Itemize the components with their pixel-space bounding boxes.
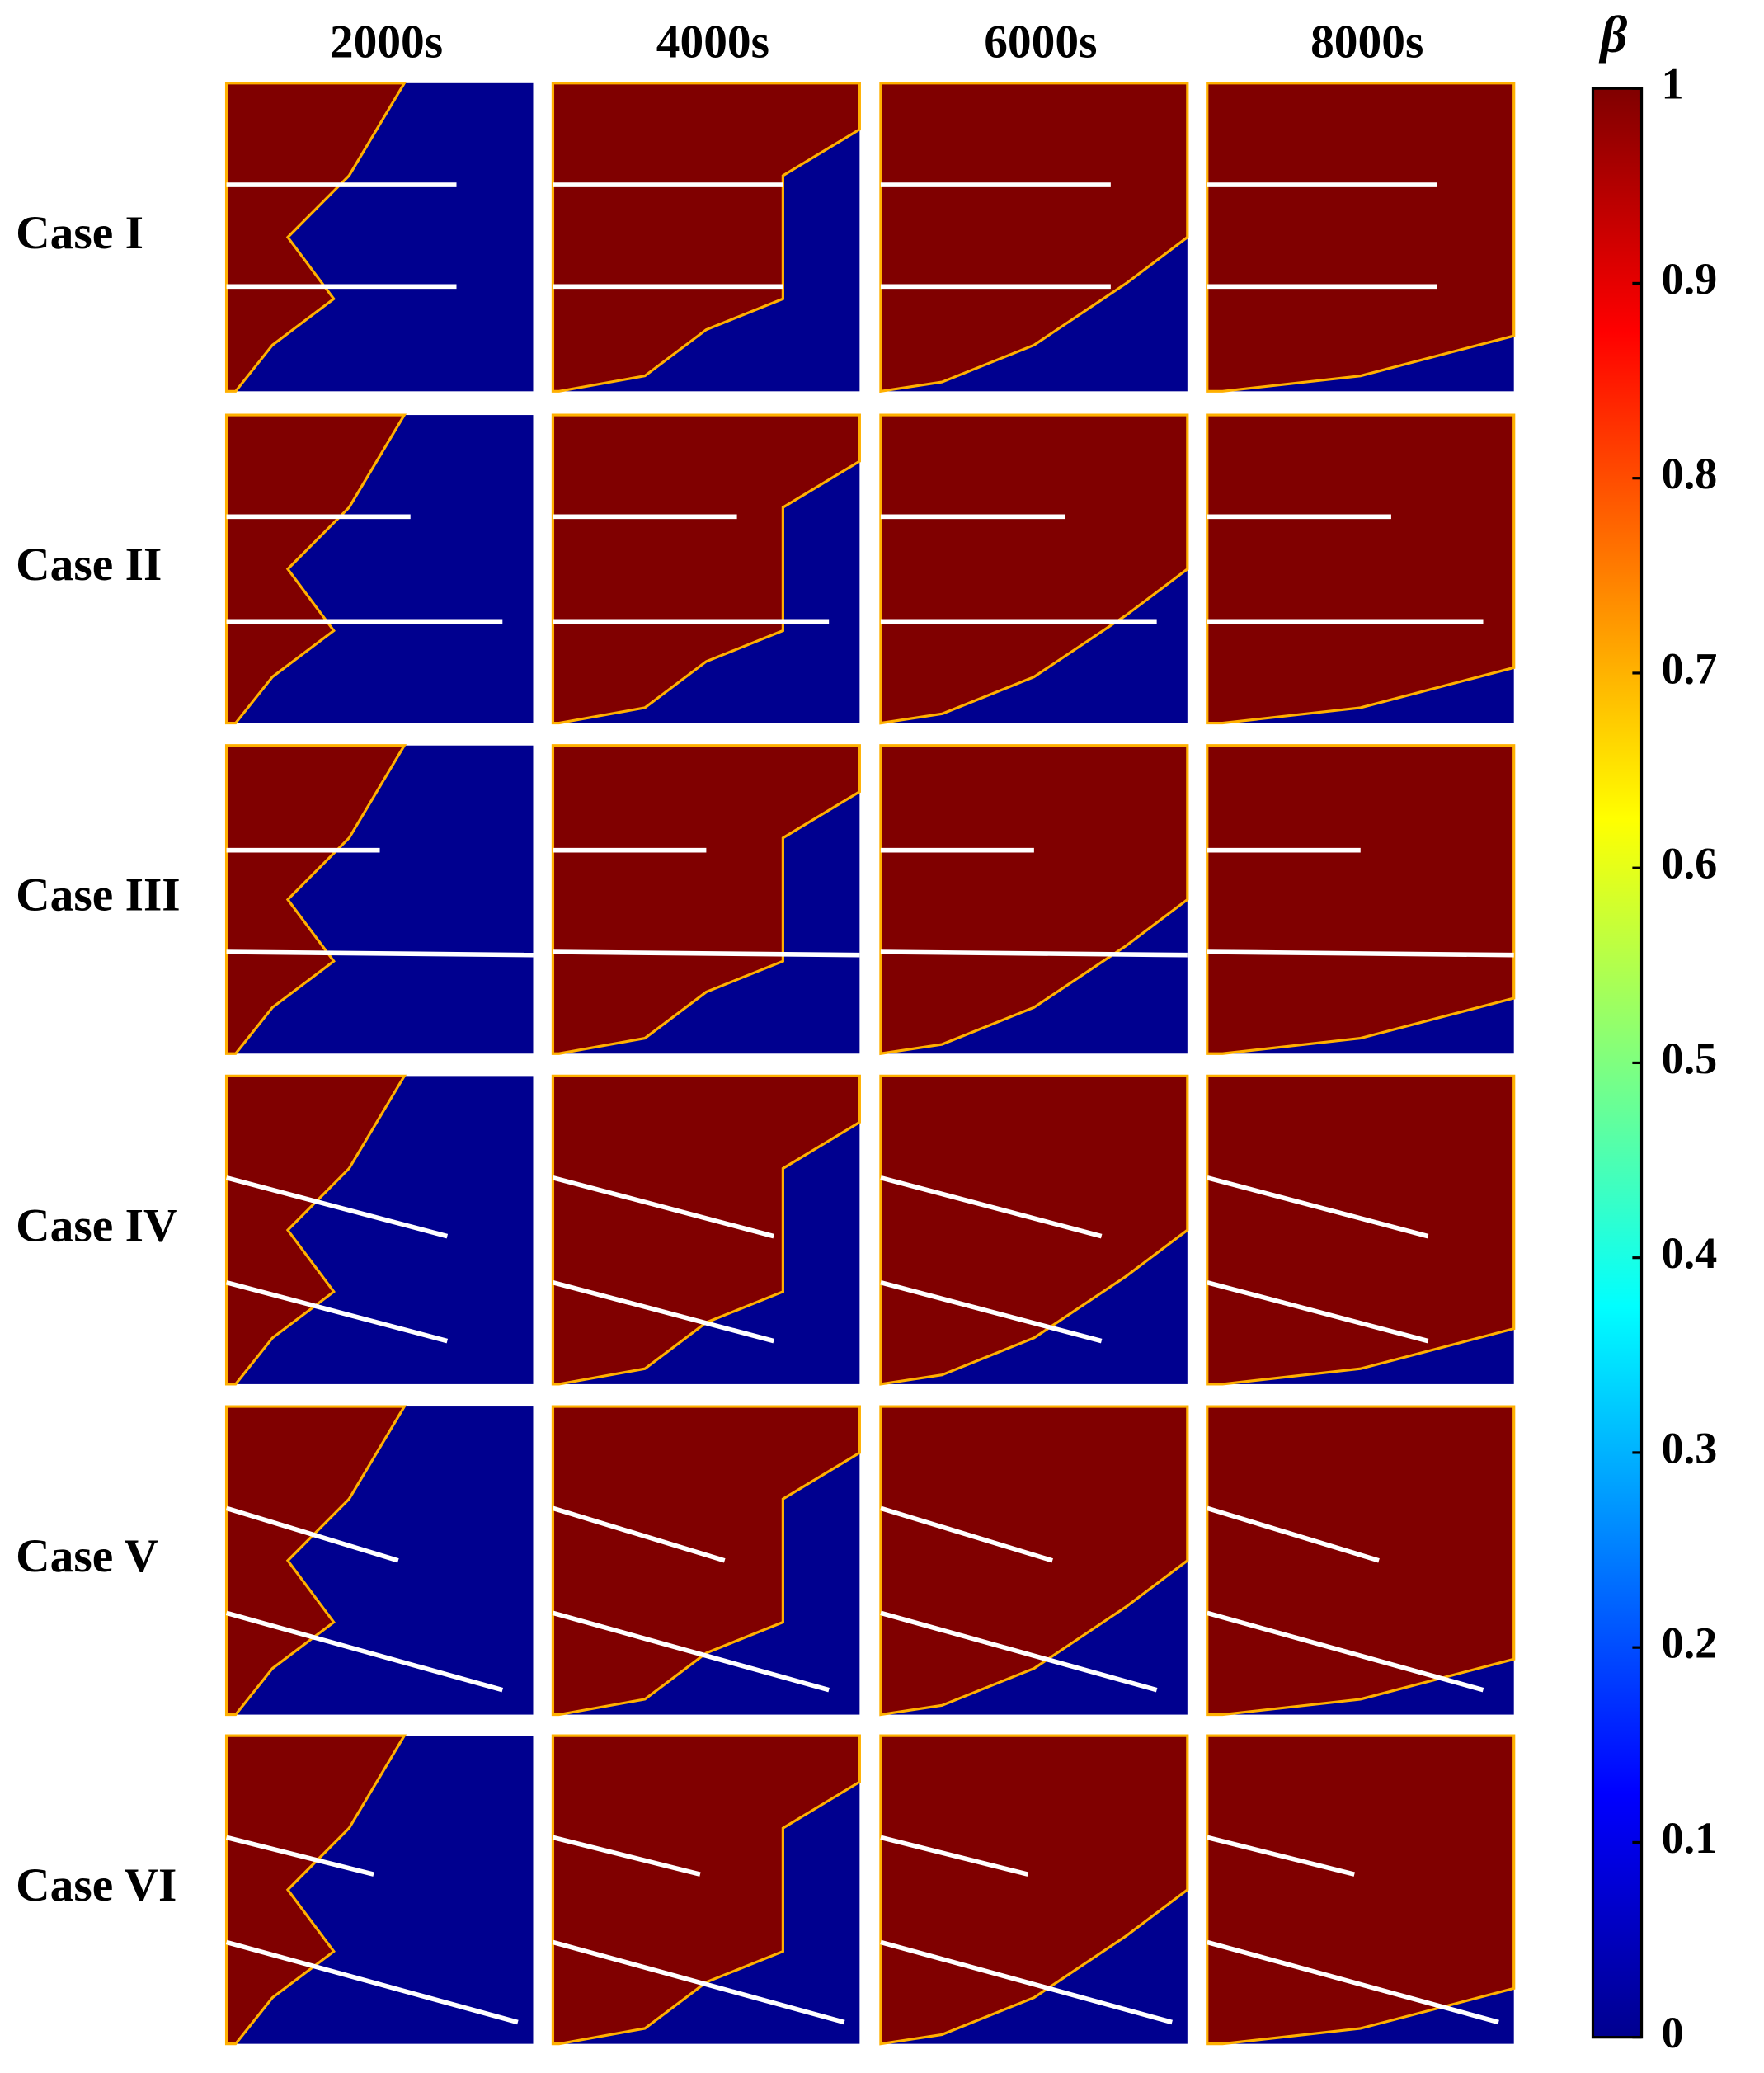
- panel-melt: [879, 1405, 1189, 1717]
- row-label: Case VI: [16, 1859, 176, 1911]
- fin: [225, 1175, 449, 1239]
- fin: [880, 1175, 1103, 1239]
- column-header: 2000s: [330, 16, 443, 68]
- row-label: Case I: [16, 207, 143, 259]
- colorbar-label: β: [1599, 5, 1628, 64]
- fin: [1207, 1175, 1429, 1239]
- colorbar-tick-label: 0.3: [1661, 1423, 1717, 1472]
- panel-melt: [879, 82, 1189, 393]
- panel-melt: [879, 744, 1189, 1056]
- fin: [880, 1505, 1053, 1563]
- colorbar-tick-label: 0.2: [1661, 1618, 1717, 1668]
- fin: [1207, 1939, 1499, 2025]
- fin: [552, 1279, 774, 1344]
- panel-melt: [224, 1405, 407, 1717]
- column-header: 8000s: [1310, 16, 1423, 68]
- colorbar-tick-label: 0.5: [1661, 1034, 1717, 1083]
- fin: [225, 1939, 519, 2025]
- row-label: Case IV: [16, 1199, 177, 1251]
- fin: [1207, 949, 1514, 958]
- row-label: Case V: [16, 1530, 158, 1582]
- fin: [1207, 1835, 1355, 1877]
- fin: [880, 1835, 1029, 1877]
- panel-melt: [1206, 744, 1516, 1055]
- colorbar-tick-label: 0.7: [1661, 643, 1717, 693]
- fin: [1207, 1610, 1484, 1693]
- panel-melt: [224, 1074, 407, 1386]
- column-header: 4000s: [656, 16, 769, 68]
- fin: [1207, 1279, 1429, 1344]
- fin: [552, 1505, 726, 1563]
- colorbar-tick-label: 0.9: [1661, 254, 1717, 304]
- colorbar-tick-label: 0.8: [1661, 449, 1717, 498]
- panel-melt: [551, 1734, 861, 2046]
- fin: [226, 949, 534, 958]
- fin: [552, 1835, 701, 1877]
- panel-melt: [551, 82, 861, 393]
- panel-melt: [879, 413, 1189, 725]
- panel-melt: [224, 1734, 407, 2046]
- fin: [880, 1939, 1173, 2025]
- fin: [225, 1279, 449, 1344]
- panel-melt: [1206, 1074, 1516, 1386]
- panel-melt: [1206, 1405, 1516, 1717]
- fin: [552, 1175, 774, 1239]
- row-label: Case II: [16, 539, 162, 591]
- fin: [553, 949, 860, 958]
- colorbar-tick-label: 0.4: [1661, 1228, 1717, 1278]
- panel-melt: [224, 744, 407, 1055]
- panel-melt: [551, 744, 861, 1055]
- colorbar-tick-label: 0.1: [1661, 1813, 1717, 1863]
- colorbar-tick-label: 0: [1661, 2008, 1683, 2057]
- panel-melt: [551, 1405, 861, 1717]
- column-header: 6000s: [984, 16, 1097, 68]
- fin: [552, 1939, 845, 2025]
- panel-melt: [879, 1734, 1189, 2046]
- panel-melt: [551, 413, 861, 725]
- panel-melt: [1206, 413, 1516, 725]
- colorbar-tick-label: 1: [1661, 59, 1683, 109]
- panel-melt: [551, 1074, 861, 1386]
- fin: [880, 1610, 1158, 1693]
- fin: [225, 1505, 399, 1563]
- fin: [1206, 1505, 1380, 1563]
- fin: [552, 1610, 830, 1693]
- row-label: Case III: [16, 869, 181, 921]
- fin: [225, 1610, 504, 1693]
- panel-melt: [1206, 82, 1516, 393]
- panel-melt: [224, 82, 407, 393]
- fin: [225, 1835, 374, 1877]
- fin: [880, 1279, 1103, 1344]
- fin: [880, 949, 1188, 958]
- panel-melt: [879, 1074, 1189, 1386]
- panel-melt: [224, 413, 407, 725]
- colorbar-tick-label: 0.6: [1661, 839, 1717, 888]
- panel-melt: [1206, 1734, 1516, 2046]
